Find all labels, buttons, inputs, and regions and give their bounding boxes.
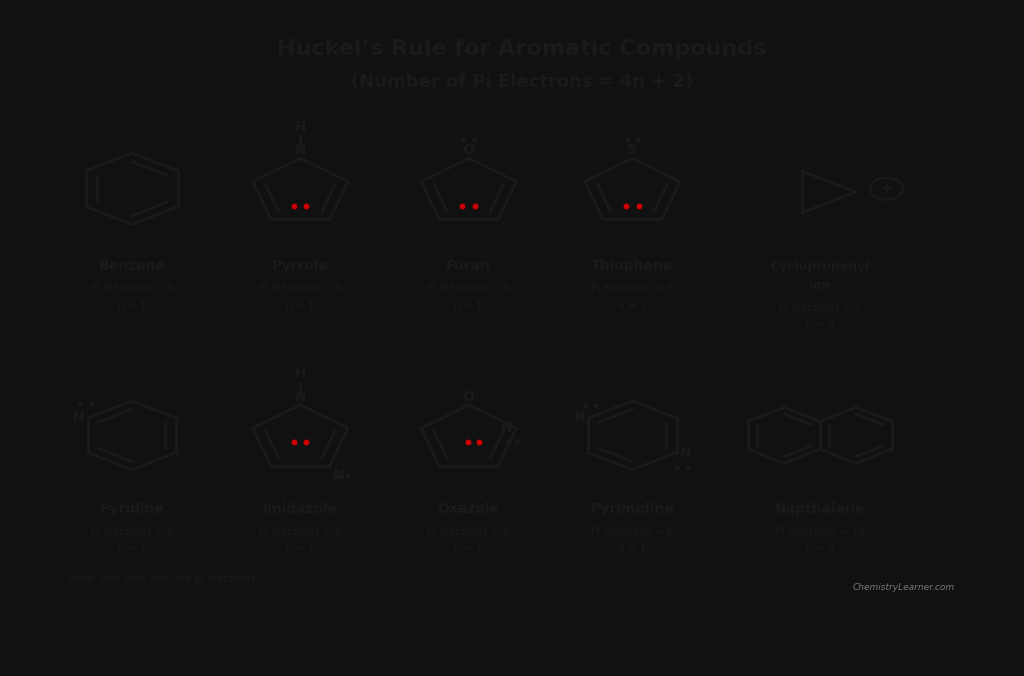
Text: Pi electrons = 6: Pi electrons = 6 <box>427 527 510 537</box>
Text: Cyclopropenyl: Cyclopropenyl <box>770 260 869 273</box>
Text: ion: ion <box>809 279 830 292</box>
Text: n = 1: n = 1 <box>618 544 646 554</box>
Text: n = 1: n = 1 <box>286 544 314 554</box>
Text: H: H <box>295 366 306 380</box>
Point <box>467 201 483 212</box>
Point <box>500 436 516 447</box>
Point <box>83 398 99 409</box>
Point <box>466 135 482 145</box>
Text: N: N <box>295 389 306 404</box>
Text: N: N <box>295 143 306 157</box>
Point <box>298 437 314 448</box>
Text: O: O <box>463 143 474 157</box>
Text: Pi electrons = 2: Pi electrons = 2 <box>779 303 861 313</box>
Text: Pi electrons = 6: Pi electrons = 6 <box>90 527 173 537</box>
Text: n = 1: n = 1 <box>455 301 483 311</box>
Text: (Number of Pi Electrons = 4n + 2): (Number of Pi Electrons = 4n + 2) <box>350 72 693 91</box>
Point <box>73 398 89 409</box>
Text: Pyrimidine: Pyrimidine <box>591 502 674 516</box>
Text: N: N <box>679 446 691 460</box>
Point <box>287 437 303 448</box>
Text: n = 2: n = 2 <box>806 544 835 554</box>
Text: Thiophene: Thiophene <box>591 259 674 273</box>
Text: Furan: Furan <box>446 259 492 273</box>
Point <box>455 135 471 145</box>
Point <box>669 462 685 473</box>
Text: S: S <box>628 143 637 157</box>
Point <box>679 462 695 473</box>
Text: Pi electrons = 10: Pi electrons = 10 <box>775 527 864 537</box>
Point <box>298 201 314 212</box>
Point <box>286 201 302 212</box>
Text: n = 1: n = 1 <box>286 301 314 311</box>
Text: Pi electrons = 6: Pi electrons = 6 <box>427 283 510 293</box>
Point <box>339 470 355 481</box>
Text: n = 0: n = 0 <box>806 320 835 331</box>
Point <box>471 437 487 448</box>
Text: N: N <box>501 421 512 435</box>
Point <box>618 135 635 145</box>
Point <box>460 437 476 448</box>
Point <box>577 399 593 410</box>
Point <box>330 470 346 481</box>
Text: O: O <box>463 389 474 404</box>
Point <box>509 436 525 447</box>
Text: Pi electrons = 6: Pi electrons = 6 <box>591 527 674 537</box>
Text: Oxazole: Oxazole <box>437 502 500 516</box>
Text: n = 1: n = 1 <box>118 301 146 311</box>
Text: H: H <box>295 120 306 134</box>
Point <box>631 201 647 212</box>
Text: Imidazole: Imidazole <box>262 502 338 516</box>
Text: Benzene: Benzene <box>98 259 165 273</box>
Text: Pi electrons = 6: Pi electrons = 6 <box>259 283 341 293</box>
Text: Pi electrons = 6: Pi electrons = 6 <box>259 527 341 537</box>
Text: Huckel’s Rule for Aromatic Compounds: Huckel’s Rule for Aromatic Compounds <box>276 39 766 59</box>
Text: Pi electrons = 6: Pi electrons = 6 <box>90 283 173 293</box>
Point <box>587 399 603 410</box>
Text: +: + <box>880 180 893 195</box>
Point <box>617 201 634 212</box>
Text: n = 1: n = 1 <box>618 301 646 311</box>
Point <box>630 135 646 145</box>
Text: Napthalene: Napthalene <box>775 502 865 516</box>
Text: Pyridine: Pyridine <box>99 502 164 516</box>
Text: n = 1: n = 1 <box>118 544 146 554</box>
Text: n = 1: n = 1 <box>455 544 483 554</box>
Text: Pyrrole: Pyrrole <box>271 259 329 273</box>
Text: ChemistryLearner.com: ChemistryLearner.com <box>853 583 954 592</box>
Text: Pi electrons = 6: Pi electrons = 6 <box>591 283 674 293</box>
Point <box>455 201 471 212</box>
Text: Note: Red dots indicate pi electrons: Note: Red dots indicate pi electrons <box>70 575 256 585</box>
Text: N: N <box>333 468 344 482</box>
Text: N: N <box>573 410 586 425</box>
Text: N: N <box>73 410 85 424</box>
